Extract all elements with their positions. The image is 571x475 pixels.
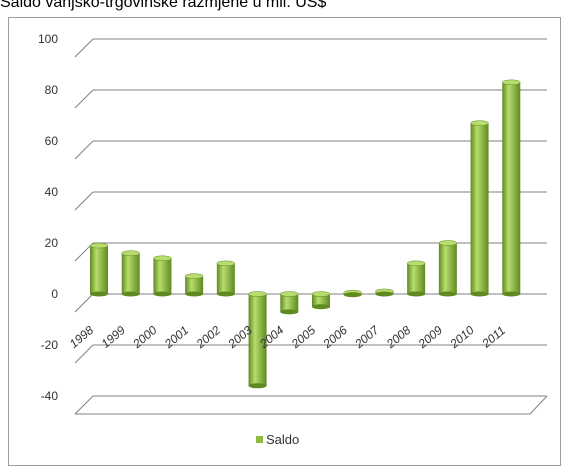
bar [280, 294, 299, 312]
x-tick-label: 2011 [479, 323, 509, 351]
bar [185, 276, 204, 294]
bar [248, 294, 267, 386]
bar [470, 123, 489, 295]
bar-top [438, 240, 458, 246]
bar [502, 82, 521, 294]
bar-base [280, 309, 299, 315]
legend-swatch [256, 436, 263, 443]
bar [121, 253, 140, 294]
bar-base [375, 291, 394, 297]
y-tick-label: 80 [45, 83, 59, 97]
gridline-side [74, 191, 94, 211]
x-axis-labels: 1998 1999 2000 2001 2002 2003 2004 2005 2006 2007… [67, 322, 508, 351]
bar [216, 263, 235, 294]
gridline-side [74, 38, 94, 58]
chart-frame [8, 17, 561, 466]
legend-label: Saldo [266, 432, 300, 447]
y-tick-label: 60 [45, 134, 59, 148]
bar-base [185, 291, 204, 297]
bar-base [216, 291, 235, 297]
bar-base [153, 291, 172, 297]
y-tick-label: 100 [38, 32, 58, 46]
bar-top [311, 291, 331, 297]
y-tick-label: 0 [51, 287, 58, 301]
gridline-side [74, 89, 94, 109]
legend: Saldo [256, 432, 299, 447]
bar-top [406, 260, 426, 267]
bar-top [216, 260, 236, 267]
bar-base [248, 383, 267, 389]
gridline-side [74, 293, 94, 313]
page-title: Saldo vanjsko-trgovinske razmjene u mil.… [0, 0, 327, 11]
y-tick-label: 20 [45, 236, 59, 250]
bar-base [470, 291, 489, 297]
bar [153, 258, 172, 294]
bar-top [470, 120, 489, 126]
x-tick-label: 2009 [415, 323, 445, 352]
bar-top [502, 79, 521, 86]
bar-base [343, 292, 362, 298]
x-tick-label: 1999 [98, 323, 128, 351]
bar-base [502, 291, 521, 297]
bar [312, 294, 330, 307]
y-tick-label: -20 [41, 338, 59, 352]
bar-base [121, 291, 140, 297]
bar-top [153, 255, 172, 262]
bar-base [312, 304, 330, 310]
gridline-side [74, 140, 94, 160]
bar-top [89, 242, 109, 249]
bars [89, 79, 521, 389]
bar [438, 243, 457, 294]
bar-top [184, 273, 204, 279]
bar-base [407, 291, 426, 297]
bar-top [280, 291, 299, 297]
bar [407, 263, 426, 294]
x-tick-label: 2001 [161, 323, 191, 352]
gridline-side [74, 395, 94, 415]
bar-base [438, 291, 457, 297]
x-tick-label: 2000 [129, 323, 159, 352]
x-tick-label: 2005 [288, 323, 318, 352]
y-tick-label: 40 [45, 185, 59, 199]
x-tick-label: 2006 [320, 323, 350, 352]
bar-top [248, 291, 267, 297]
gridline-side [74, 344, 94, 364]
x-tick-label: 2008 [383, 323, 413, 352]
y-axis-ticks: 100 80 60 40 20 0 -20 -40 [38, 32, 58, 403]
y-tick-label: -40 [41, 389, 59, 403]
bar-base [90, 291, 108, 297]
x-tick-label: 2002 [193, 323, 223, 352]
floor-edge-side [529, 395, 548, 415]
bar [90, 245, 108, 294]
bar-top [121, 250, 140, 256]
x-tick-label: 2010 [447, 323, 477, 352]
x-tick-label: 2007 [351, 322, 382, 351]
